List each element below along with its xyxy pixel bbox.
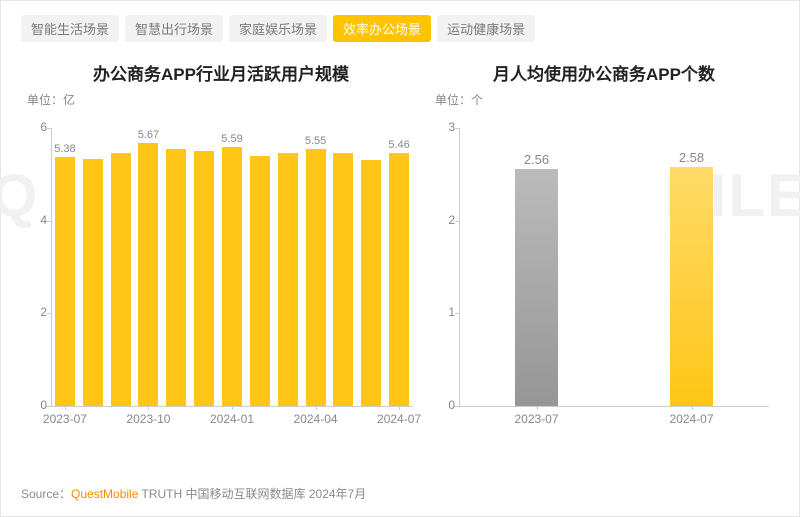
x-tick-label: 2024-04 — [294, 412, 338, 426]
x-tick — [399, 406, 400, 410]
y-tick-label: 1 — [431, 305, 455, 319]
bar-value-label: 5.67 — [138, 129, 159, 141]
chart-mau-plot: 0 2 4 6 5.38 2023-07 5.67 2023-10 5.59 2024-01 5.5… — [21, 112, 421, 432]
x-tick — [65, 406, 66, 410]
scene-tab-2[interactable]: 家庭娱乐场景 — [229, 15, 327, 42]
page: Q BILE 智能生活场景智慧出行场景家庭娱乐场景效率办公场景运动健康场景 办公… — [0, 0, 800, 517]
source-brand: QuestMobile — [71, 487, 138, 501]
scene-tab-1[interactable]: 智慧出行场景 — [125, 15, 223, 42]
y-axis — [459, 128, 460, 406]
y-tick-label: 3 — [431, 120, 455, 134]
chart-avg-apps-unit: 单位：个 — [429, 91, 779, 108]
y-tick — [47, 313, 51, 314]
scene-tabs: 智能生活场景智慧出行场景家庭娱乐场景效率办公场景运动健康场景 — [21, 15, 779, 42]
y-tick — [455, 128, 459, 129]
y-tick-label: 2 — [431, 213, 455, 227]
y-tick — [455, 313, 459, 314]
bar — [83, 159, 103, 406]
x-tick-label: 2024-07 — [669, 412, 713, 426]
charts-row: 办公商务APP行业月活跃用户规模 单位：亿 0 2 4 6 5.38 2023-07 5.6… — [21, 60, 779, 450]
bar-value-label: 2.58 — [679, 150, 704, 165]
y-tick-label: 0 — [431, 398, 455, 412]
x-tick-label: 2023-07 — [43, 412, 87, 426]
x-tick — [232, 406, 233, 410]
source-prefix: Source： — [21, 487, 71, 501]
scene-tab-0[interactable]: 智能生活场景 — [21, 15, 119, 42]
x-axis — [459, 406, 769, 407]
y-tick — [47, 406, 51, 407]
bar-value-label: 5.55 — [305, 135, 326, 147]
y-axis — [51, 128, 52, 406]
x-tick-label: 2024-07 — [377, 412, 421, 426]
bar — [670, 167, 713, 406]
bar — [306, 149, 326, 406]
x-tick-label: 2024-01 — [210, 412, 254, 426]
bar — [515, 169, 558, 406]
chart-mau-unit: 单位：亿 — [21, 91, 421, 108]
bar — [138, 143, 158, 406]
chart-avg-apps-plot: 0 1 2 3 2.56 2023-07 2.58 2024-07 — [429, 112, 779, 432]
bar — [333, 153, 353, 406]
y-tick — [455, 406, 459, 407]
bar — [166, 149, 186, 406]
bar-value-label: 5.46 — [388, 139, 409, 151]
bar — [278, 153, 298, 406]
scene-tab-3[interactable]: 效率办公场景 — [333, 15, 431, 42]
bar — [111, 153, 131, 406]
y-tick-label: 6 — [23, 120, 47, 134]
x-tick — [537, 406, 538, 410]
bar — [194, 151, 214, 406]
x-tick-label: 2023-10 — [126, 412, 170, 426]
source-rest: TRUTH 中国移动互联网数据库 2024年7月 — [138, 487, 366, 501]
bar — [55, 157, 75, 406]
y-tick — [47, 221, 51, 222]
chart-mau: 办公商务APP行业月活跃用户规模 单位：亿 0 2 4 6 5.38 2023-07 5.6… — [21, 60, 421, 450]
x-tick-label: 2023-07 — [514, 412, 558, 426]
bar-value-label: 5.38 — [54, 143, 75, 155]
x-tick — [692, 406, 693, 410]
chart-avg-apps: 月人均使用办公商务APP个数 单位：个 0 1 2 3 2.56 2023-07 2.58 2… — [429, 60, 779, 450]
y-tick-label: 0 — [23, 398, 47, 412]
y-tick — [47, 128, 51, 129]
chart-mau-title: 办公商务APP行业月活跃用户规模 — [21, 60, 421, 85]
bar — [389, 153, 409, 406]
bar — [222, 147, 242, 406]
bar-value-label: 2.56 — [524, 152, 549, 167]
chart-avg-apps-title: 月人均使用办公商务APP个数 — [429, 60, 779, 85]
x-tick — [148, 406, 149, 410]
y-tick — [455, 221, 459, 222]
bar — [361, 160, 381, 406]
x-tick — [316, 406, 317, 410]
y-tick-label: 4 — [23, 213, 47, 227]
source-line: Source：QuestMobile TRUTH 中国移动互联网数据库 2024… — [21, 485, 366, 502]
bar — [250, 156, 270, 406]
scene-tab-4[interactable]: 运动健康场景 — [437, 15, 535, 42]
bar-value-label: 5.59 — [221, 133, 242, 145]
y-tick-label: 2 — [23, 305, 47, 319]
